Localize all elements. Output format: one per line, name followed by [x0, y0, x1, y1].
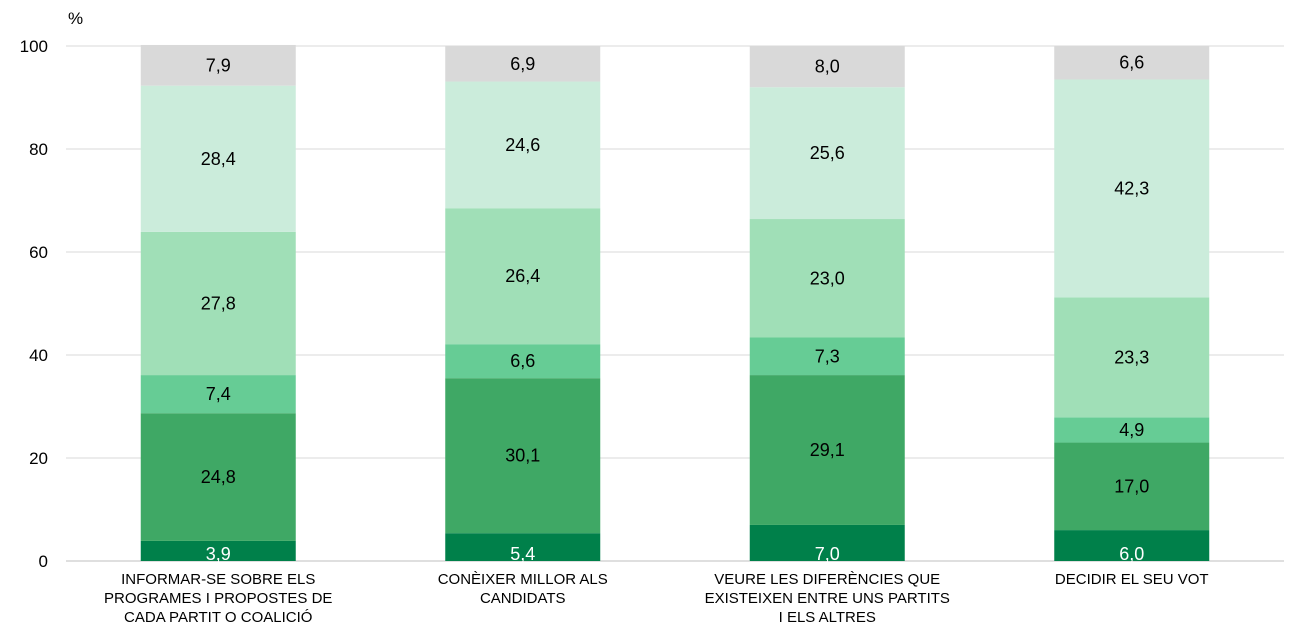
data-label: 23,0 — [810, 268, 845, 288]
bar-segment — [140, 413, 296, 541]
y-tick-label: 0 — [39, 552, 48, 571]
data-label: 6,6 — [510, 351, 535, 371]
bar-segment — [445, 344, 601, 379]
bar-segment — [1054, 297, 1210, 418]
bar-segment — [1054, 417, 1210, 443]
bar-segment — [445, 46, 601, 82]
bar-segment — [445, 208, 601, 345]
data-label: 42,3 — [1114, 178, 1149, 198]
y-tick-label: 40 — [29, 346, 48, 365]
data-label: 29,1 — [810, 440, 845, 460]
bar-segment — [445, 533, 601, 561]
y-tick-label: 80 — [29, 140, 48, 159]
data-label: 26,4 — [505, 266, 540, 286]
bar-segment — [749, 524, 905, 561]
data-label: 7,9 — [206, 55, 231, 75]
data-label: 8,0 — [815, 57, 840, 77]
bar-segment — [749, 337, 905, 376]
x-category-label: VEURE LES DIFERÈNCIES QUE — [714, 571, 940, 588]
data-label: 7,4 — [206, 384, 231, 404]
data-label: 4,9 — [1119, 420, 1144, 440]
data-label: 27,8 — [201, 294, 236, 314]
bar-segment — [1054, 79, 1210, 298]
y-axis-ticks: 0 20 40 60 80 100 — [20, 37, 48, 571]
x-category-label: CONÈIXER MILLOR ALS — [438, 571, 608, 588]
bar-segment — [445, 378, 601, 534]
data-labels: 3,9 24,8 7,4 27,8 28,4 7,9 5,4 30,1 6,6 26,4 24,6 6… — [201, 52, 1150, 564]
bar-segment — [1054, 442, 1210, 531]
x-category-label: PROGRAMES I PROPOSTES DE — [104, 590, 332, 607]
bar-segment — [749, 46, 905, 88]
y-tick-label: 100 — [20, 37, 48, 56]
x-axis-labels: INFORMAR-SE SOBRE ELS PROGRAMES I PROPOST… — [104, 571, 1209, 626]
x-category-label: CANDIDATS — [480, 590, 566, 607]
y-axis-unit-label: % — [68, 9, 83, 28]
data-label: 28,4 — [201, 149, 236, 169]
bar-segment — [749, 375, 905, 525]
x-category-label: DECIDIR EL SEU VOT — [1055, 571, 1209, 588]
x-category-label: INFORMAR-SE SOBRE ELS — [121, 571, 315, 588]
bar-segment — [140, 231, 296, 376]
x-category-label: I ELS ALTRES — [779, 609, 876, 626]
y-tick-label: 20 — [29, 449, 48, 468]
bar-segment — [140, 375, 296, 414]
data-label: 7,3 — [815, 346, 840, 366]
data-label: 24,6 — [505, 135, 540, 155]
bar-segment — [749, 219, 905, 338]
bar-segment — [140, 85, 296, 232]
data-label: 24,8 — [201, 467, 236, 487]
data-label: 6,6 — [1119, 52, 1144, 72]
x-category-label: CADA PARTIT O COALICIÓ — [124, 609, 312, 626]
data-label: 25,6 — [810, 143, 845, 163]
bar-segment — [749, 87, 905, 220]
data-label: 7,0 — [815, 544, 840, 564]
bar-segment — [140, 540, 296, 561]
data-label: 23,3 — [1114, 347, 1149, 367]
data-label: 17,0 — [1114, 476, 1149, 496]
data-label: 6,0 — [1119, 544, 1144, 564]
bar-segment — [140, 44, 296, 86]
data-label: 3,9 — [206, 544, 231, 564]
data-label: 30,1 — [505, 446, 540, 466]
x-category-label: EXISTEIXEN ENTRE UNS PARTITS — [705, 590, 950, 607]
y-tick-label: 60 — [29, 243, 48, 262]
bar-segment — [445, 81, 601, 209]
data-label: 6,9 — [510, 54, 535, 74]
bars — [140, 44, 1210, 561]
data-label: 5,4 — [510, 544, 535, 564]
bar-segment — [1054, 45, 1210, 80]
bar-segment — [1054, 530, 1210, 561]
